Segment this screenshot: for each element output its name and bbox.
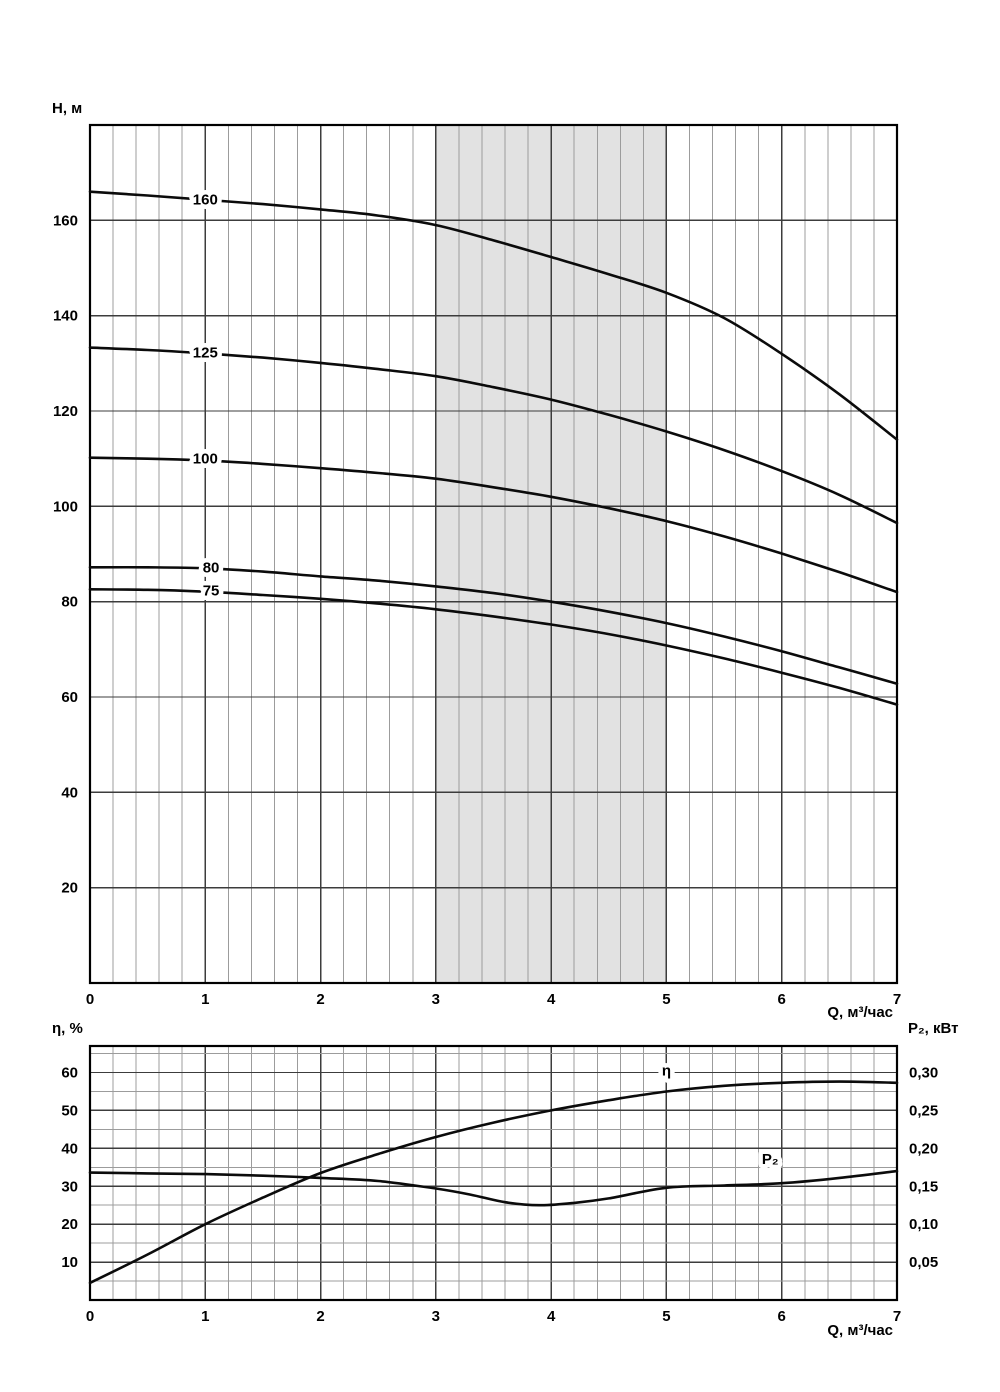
y-left-tick-label: 50 (61, 1102, 78, 1119)
curve-75 (88, 588, 899, 706)
x-tick-label: 1 (201, 1308, 209, 1325)
x-tick-label: 1 (201, 991, 209, 1008)
y-right-tick-label: 0,25 (909, 1102, 938, 1119)
x-tick-label: 2 (316, 991, 324, 1008)
x-tick-label: 0 (86, 1308, 94, 1325)
x-tick-label: 4 (547, 1308, 556, 1325)
plot-frame (88, 123, 899, 985)
x-axis-title: Q, м³/час (827, 1322, 893, 1339)
y-right-tick-label: 0,20 (909, 1140, 938, 1157)
x-tick-label: 6 (778, 1308, 786, 1325)
y-left-tick-label: 40 (61, 1140, 78, 1157)
x-tick-label: 5 (662, 1308, 670, 1325)
y-left-tick-label: 140 (53, 308, 78, 325)
y-left-tick-label: 60 (61, 689, 78, 706)
curve-80 (88, 565, 899, 685)
y-left-tick-label: 10 (61, 1254, 78, 1271)
curve-eta (88, 1080, 899, 1285)
curve-100 (88, 456, 899, 594)
y-right-tick-label: 0,05 (909, 1254, 938, 1271)
y-left-tick-label: 100 (53, 498, 78, 515)
x-tick-label: 6 (778, 991, 786, 1008)
curve-label-75: 75 (203, 583, 220, 600)
curve-125 (88, 346, 899, 525)
x-axis-title: Q, м³/час (827, 1004, 893, 1021)
y-left-tick-label: 60 (61, 1065, 78, 1082)
y-right-tick-label: 0,30 (909, 1065, 938, 1082)
x-tick-label: 3 (432, 991, 440, 1008)
y-right-tick-label: 0,10 (909, 1216, 938, 1233)
curve-label-P2: P₂ (762, 1151, 779, 1168)
x-tick-label: 0 (86, 991, 94, 1008)
y-left-tick-label: 30 (61, 1178, 78, 1195)
y-left-tick-label: 20 (61, 1216, 78, 1233)
y-left-tick-label: 160 (53, 212, 78, 229)
x-tick-label: 7 (893, 991, 901, 1008)
x-tick-label: 3 (432, 1308, 440, 1325)
y-axis-title-right: P₂, кВт (908, 1020, 959, 1037)
curve-P2 (88, 1169, 899, 1207)
curve-label-100: 100 (193, 451, 218, 468)
y-left-tick-label: 120 (53, 403, 78, 420)
y-axis-title-left: H, м (52, 100, 82, 117)
curve-label-125: 125 (193, 344, 218, 361)
x-tick-label: 4 (547, 991, 556, 1008)
curve-label-80: 80 (203, 559, 220, 576)
y-left-tick-label: 80 (61, 594, 78, 611)
y-left-tick-label: 20 (61, 880, 78, 897)
x-tick-label: 7 (893, 1308, 901, 1325)
curve-160 (88, 190, 899, 441)
x-tick-label: 2 (316, 1308, 324, 1325)
y-axis-title-left: η, % (52, 1020, 83, 1037)
x-tick-label: 5 (662, 991, 670, 1008)
y-right-tick-label: 0,15 (909, 1178, 938, 1195)
curve-label-160: 160 (193, 191, 218, 208)
curve-label-eta: η (662, 1063, 671, 1080)
y-left-tick-label: 40 (61, 784, 78, 801)
